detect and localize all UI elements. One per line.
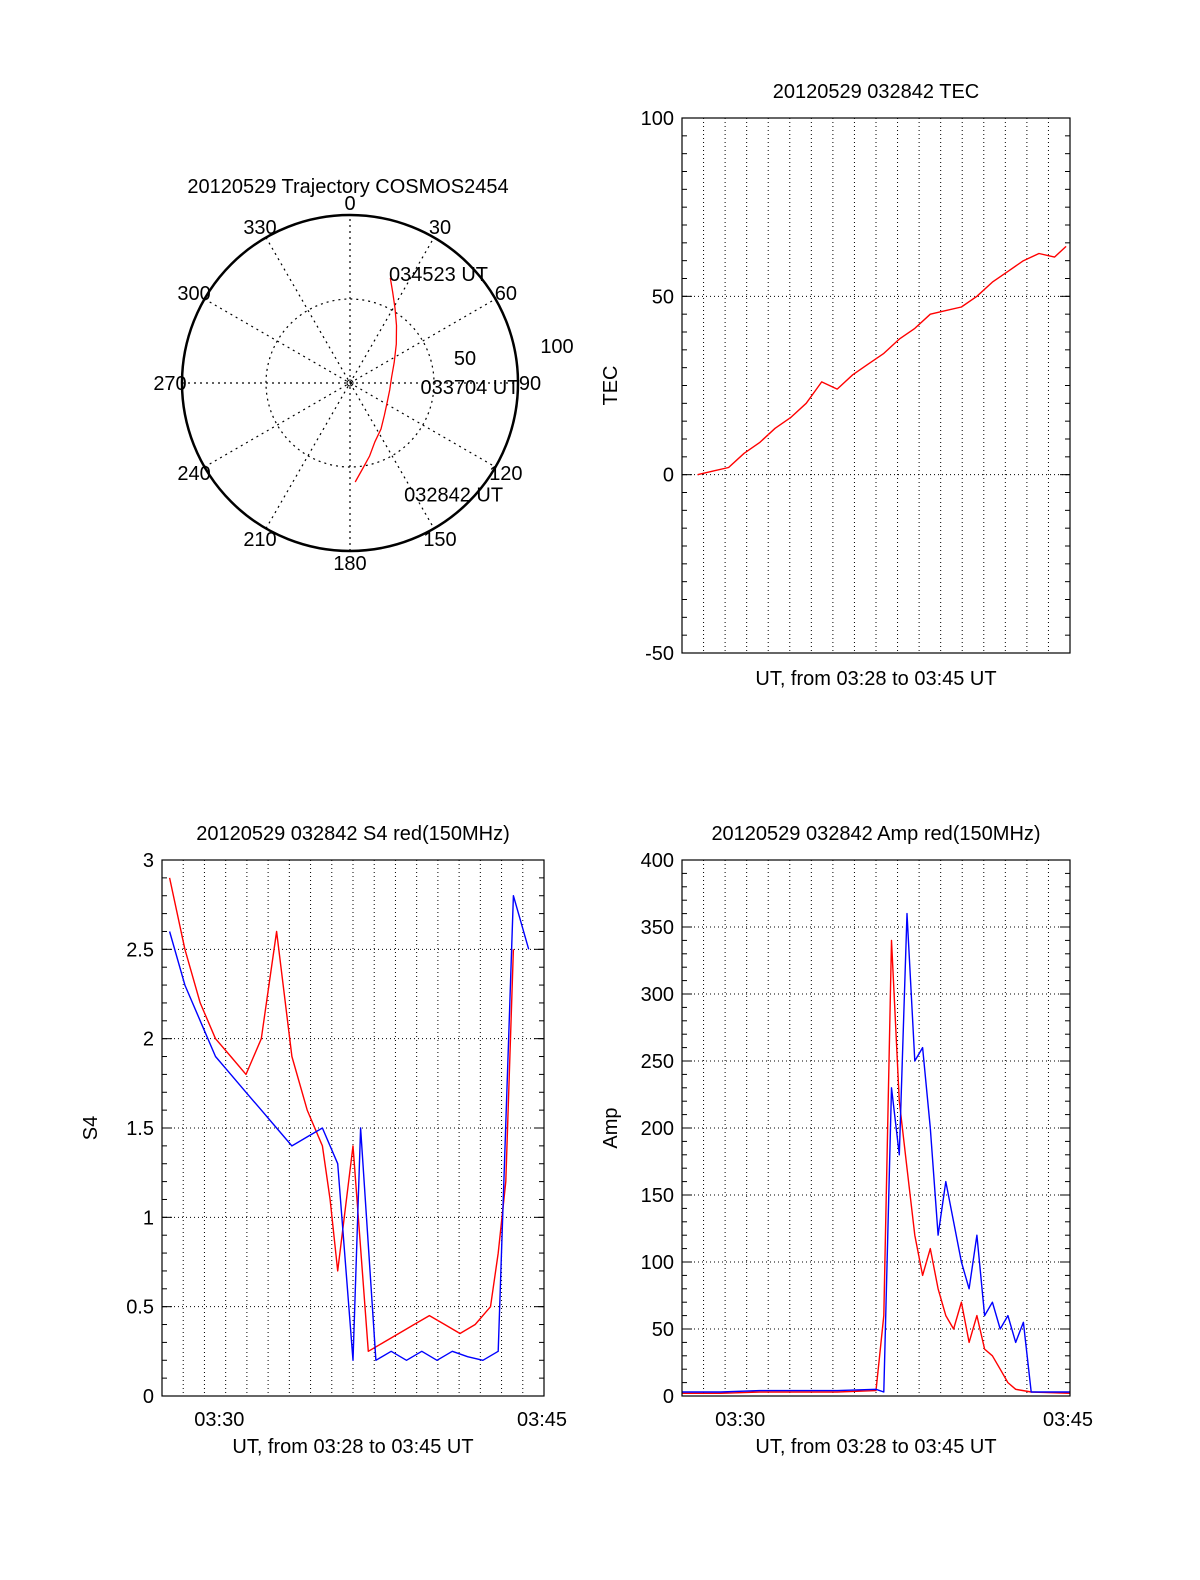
- polar-annotation: 034523 UT: [389, 264, 488, 286]
- polar-grid-spoke: [265, 237, 435, 529]
- polar-azimuth-label: 0: [344, 193, 355, 215]
- x-axis-label: UT, from 03:28 to 03:45 UT: [755, 1436, 996, 1458]
- y-tick-label: 2.5: [126, 939, 154, 961]
- series-line-red: [168, 877, 515, 1353]
- y-axis-label: TEC: [600, 366, 622, 406]
- series-line-red: [697, 245, 1067, 476]
- y-tick-label: 100: [641, 108, 674, 130]
- plot-frame: [161, 859, 545, 1397]
- plot-title: 20120529 032842 S4 red(150MHz): [196, 823, 510, 845]
- polar-track-line: [354, 277, 398, 483]
- y-tick-label: 50: [652, 286, 674, 308]
- x-tick-label: 03:30: [194, 1409, 244, 1431]
- y-tick-label: 50: [652, 1319, 674, 1341]
- x-tick-label: 03:45: [517, 1409, 567, 1431]
- y-tick-label: 100: [641, 1252, 674, 1274]
- plot-title: 20120529 032842 TEC: [773, 81, 979, 103]
- y-tick-label: 1.5: [126, 1118, 154, 1140]
- y-tick-label: 200: [641, 1118, 674, 1140]
- polar-center: [346, 379, 354, 387]
- y-axis-label: S4: [80, 1116, 102, 1140]
- polar-radial-label: 100: [540, 336, 573, 358]
- y-tick-label: 350: [641, 917, 674, 939]
- polar-azimuth-label: 300: [177, 283, 210, 305]
- plot-frame: [681, 117, 1071, 654]
- polar-azimuth-label: 330: [243, 217, 276, 239]
- y-tick-label: 0: [663, 1386, 674, 1408]
- y-tick-label: 0: [663, 465, 674, 487]
- y-tick-label: 1: [143, 1207, 154, 1229]
- polar-azimuth-label: 120: [489, 463, 522, 485]
- y-tick-label: 0: [143, 1386, 154, 1408]
- x-tick-label: 03:45: [1043, 1409, 1093, 1431]
- polar-azimuth-label: 270: [153, 373, 186, 395]
- series-line-blue: [168, 895, 530, 1362]
- x-tick-label: 03:30: [715, 1409, 765, 1431]
- polar-azimuth-label: 60: [495, 283, 517, 305]
- y-tick-label: 300: [641, 984, 674, 1006]
- series-line-blue: [682, 912, 1070, 1393]
- plot-1: [681, 117, 1071, 654]
- polar-annotation: 032842 UT: [404, 484, 503, 506]
- x-axis-label: UT, from 03:28 to 03:45 UT: [232, 1436, 473, 1458]
- polar-azimuth-label: 30: [429, 217, 451, 239]
- polar-radial-label: 50: [454, 348, 476, 370]
- polar-azimuth-label: 180: [333, 553, 366, 575]
- y-tick-label: 3: [143, 850, 154, 872]
- plot-title: 20120529 032842 Amp red(150MHz): [711, 823, 1040, 845]
- polar-annotation: 033704 UT: [420, 377, 519, 399]
- polar-title: 20120529 Trajectory COSMOS2454: [187, 176, 508, 198]
- plot-2: [161, 859, 545, 1397]
- polar-azimuth-label: 150: [423, 529, 456, 551]
- y-tick-label: 2: [143, 1029, 154, 1051]
- plot-3: [681, 859, 1071, 1397]
- y-tick-label: 400: [641, 850, 674, 872]
- y-tick-label: 150: [641, 1185, 674, 1207]
- series-line-red: [682, 939, 1071, 1395]
- polar-azimuth-label: 240: [177, 463, 210, 485]
- polar-azimuth-label: 210: [243, 529, 276, 551]
- y-axis-label: Amp: [600, 1107, 622, 1148]
- polar-plot: [180, 213, 520, 553]
- polar-azimuth-label: 90: [519, 373, 541, 395]
- y-tick-label: -50: [645, 643, 674, 665]
- plot-frame: [681, 859, 1071, 1397]
- y-tick-label: 250: [641, 1051, 674, 1073]
- x-axis-label: UT, from 03:28 to 03:45 UT: [755, 668, 996, 690]
- y-tick-label: 0.5: [126, 1297, 154, 1319]
